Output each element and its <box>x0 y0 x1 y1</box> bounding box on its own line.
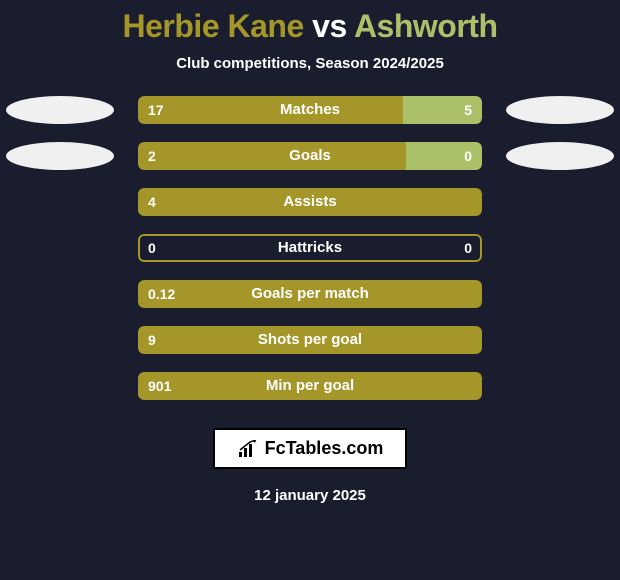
page-title: Herbie Kane vs Ashworth <box>123 8 498 45</box>
stat-value-right: 0 <box>464 234 472 262</box>
stat-label: Assists <box>138 188 482 216</box>
stat-row: Matches17 5 <box>0 96 620 124</box>
stat-label: Shots per goal <box>138 326 482 354</box>
stat-label: Matches <box>138 96 482 124</box>
player2-badge <box>506 142 614 170</box>
stat-row: Hattricks0 0 <box>0 234 620 262</box>
stat-bar: Goals per match0.12 <box>138 280 482 308</box>
stat-row: Goals2 0 <box>0 142 620 170</box>
stat-label: Hattricks <box>138 234 482 262</box>
logo-box: FcTables.com <box>213 428 408 469</box>
logo-text: FcTables.com <box>265 438 384 459</box>
stat-row: Shots per goal9 <box>0 326 620 354</box>
stat-row: Min per goal901 <box>0 372 620 400</box>
stat-row: Assists4 <box>0 188 620 216</box>
stat-bar: Assists4 <box>138 188 482 216</box>
stat-bar: Goals2 0 <box>138 142 482 170</box>
player1-name: Herbie Kane <box>123 8 304 44</box>
stat-value-left: 9 <box>148 326 156 354</box>
stat-label: Goals per match <box>138 280 482 308</box>
stat-bar: Hattricks0 0 <box>138 234 482 262</box>
comparison-infographic: Herbie Kane vs Ashworth Club competition… <box>0 0 620 580</box>
stats-rows: Matches175Goals20Assists4Hattricks00Goal… <box>0 96 620 400</box>
stat-value-right: 5 <box>464 96 472 124</box>
stat-value-left: 2 <box>148 142 156 170</box>
stat-value-left: 0.12 <box>148 280 175 308</box>
player2-badge <box>506 96 614 124</box>
stat-value-left: 0 <box>148 234 156 262</box>
player1-badge <box>6 96 114 124</box>
stat-value-right: 0 <box>464 142 472 170</box>
stat-value-left: 901 <box>148 372 171 400</box>
stat-value-left: 17 <box>148 96 164 124</box>
stat-bar: Shots per goal9 <box>138 326 482 354</box>
vs-label: vs <box>312 8 347 44</box>
player1-badge <box>6 142 114 170</box>
stat-label: Min per goal <box>138 372 482 400</box>
chart-icon <box>237 440 259 458</box>
subtitle: Club competitions, Season 2024/2025 <box>176 55 444 72</box>
stat-row: Goals per match0.12 <box>0 280 620 308</box>
stat-value-left: 4 <box>148 188 156 216</box>
date-label: 12 january 2025 <box>254 487 366 504</box>
stat-bar: Min per goal901 <box>138 372 482 400</box>
stat-label: Goals <box>138 142 482 170</box>
player2-name: Ashworth <box>354 8 498 44</box>
stat-bar: Matches17 5 <box>138 96 482 124</box>
